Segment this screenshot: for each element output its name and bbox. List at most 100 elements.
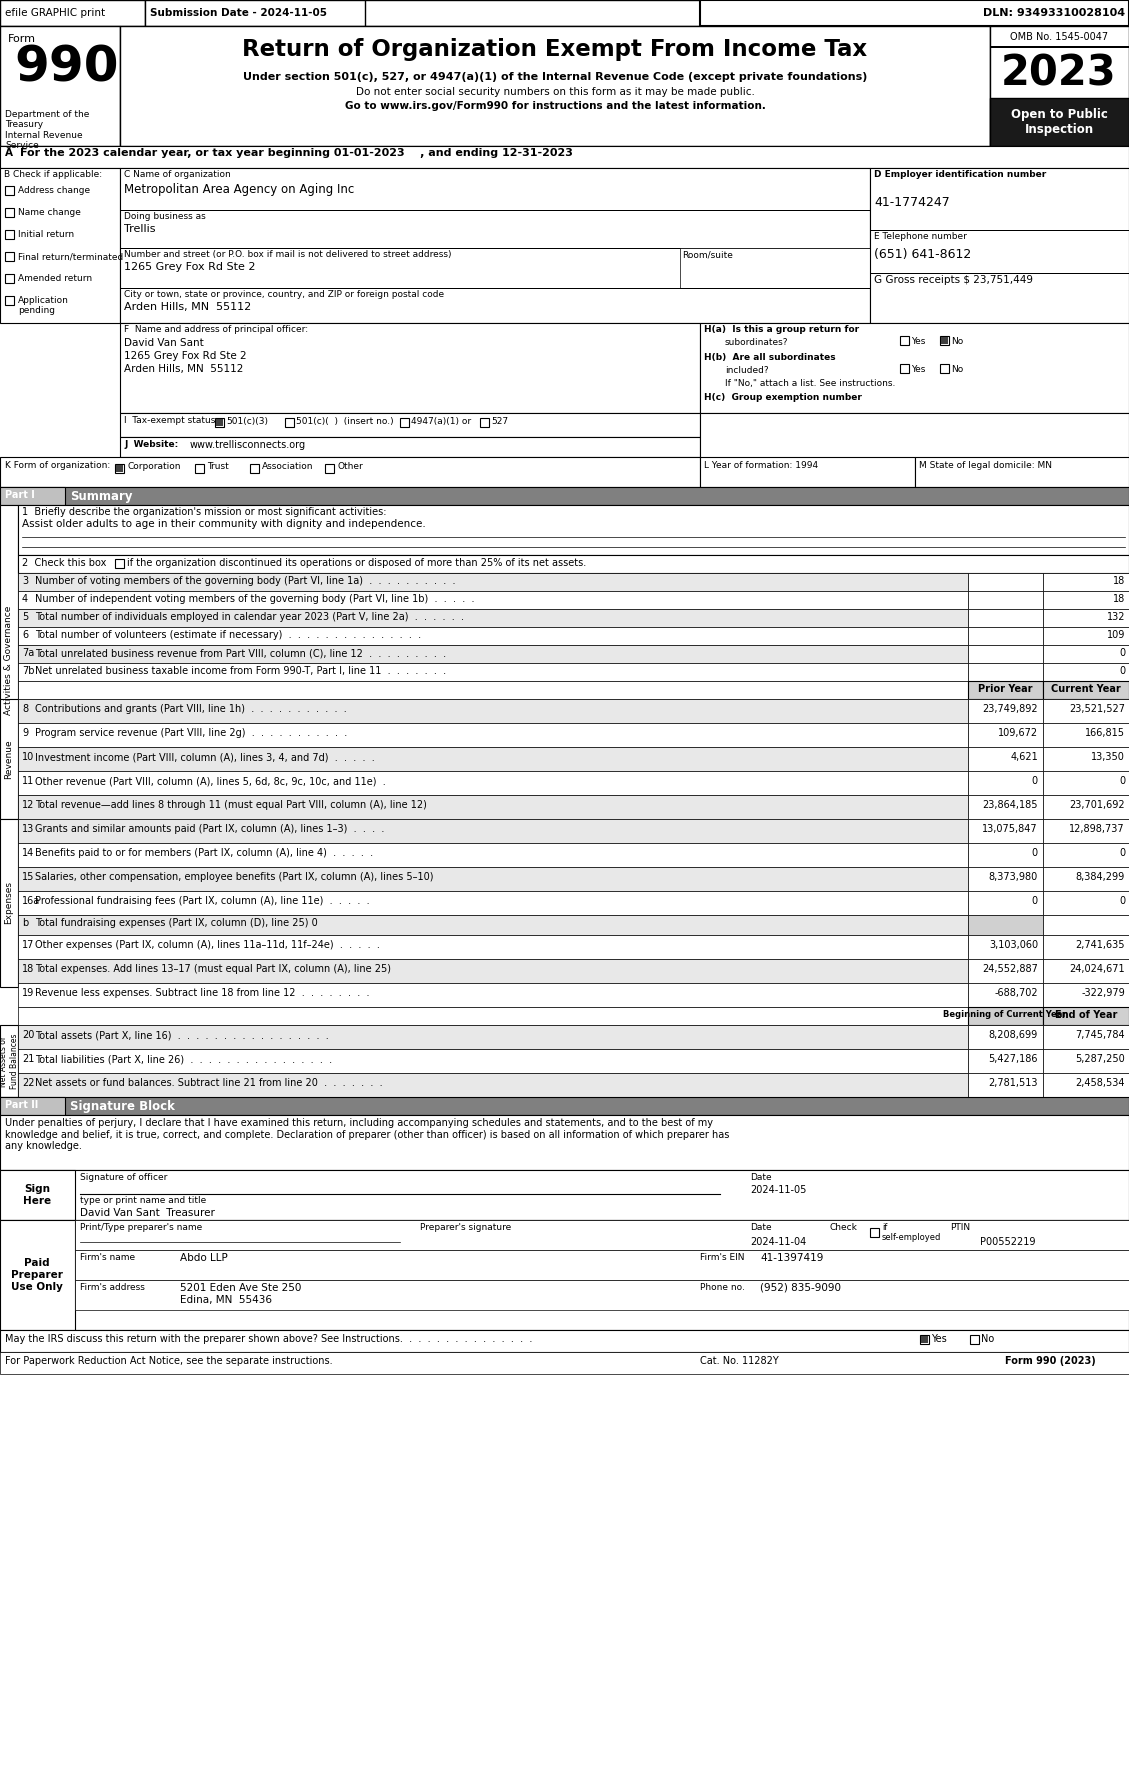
Bar xyxy=(1043,1007,1129,1024)
Bar xyxy=(1043,1024,1129,1049)
Text: 15: 15 xyxy=(21,872,34,881)
Bar xyxy=(0,147,1129,168)
Text: if the organization discontinued its operations or disposed of more than 25% of : if the organization discontinued its ope… xyxy=(126,558,586,569)
Bar xyxy=(968,609,1043,627)
Bar xyxy=(400,419,409,427)
Text: Print/Type preparer's name: Print/Type preparer's name xyxy=(80,1224,202,1233)
Bar xyxy=(0,1024,18,1097)
Text: David Van Sant: David Van Sant xyxy=(124,337,203,348)
Text: 24,552,887: 24,552,887 xyxy=(982,964,1038,975)
Bar xyxy=(18,842,968,867)
Text: Form: Form xyxy=(8,34,36,44)
Text: Beginning of Current Year: Beginning of Current Year xyxy=(943,1010,1067,1019)
Text: 22: 22 xyxy=(21,1077,35,1088)
Bar xyxy=(968,662,1043,682)
Text: 12: 12 xyxy=(21,800,34,811)
Bar xyxy=(0,1097,1129,1114)
Text: 3: 3 xyxy=(21,576,28,586)
Text: Part I: Part I xyxy=(5,489,35,500)
Text: 12,898,737: 12,898,737 xyxy=(1069,825,1124,834)
Text: Revenue: Revenue xyxy=(5,740,14,779)
Text: Go to www.irs.gov/Form990 for instructions and the latest information.: Go to www.irs.gov/Form990 for instructio… xyxy=(344,101,765,111)
Bar xyxy=(18,699,968,722)
Bar xyxy=(1043,645,1129,662)
Text: Net assets or fund balances. Subtract line 21 from line 20  .  .  .  .  .  .  .: Net assets or fund balances. Subtract li… xyxy=(35,1077,383,1088)
Text: Summary: Summary xyxy=(70,489,132,503)
Text: Date: Date xyxy=(750,1173,771,1181)
Bar xyxy=(1043,1074,1129,1097)
Bar xyxy=(116,464,123,472)
Bar xyxy=(968,572,1043,592)
Text: 2  Check this box: 2 Check this box xyxy=(21,558,110,569)
Text: Date: Date xyxy=(750,1224,771,1233)
Bar xyxy=(5,297,14,306)
Text: 166,815: 166,815 xyxy=(1085,728,1124,738)
Bar xyxy=(0,1171,1129,1220)
Bar xyxy=(1043,842,1129,867)
Bar xyxy=(968,984,1043,1007)
Bar xyxy=(914,457,1129,487)
Bar xyxy=(1043,772,1129,795)
Text: 4: 4 xyxy=(21,593,28,604)
Bar xyxy=(1043,572,1129,592)
Bar xyxy=(285,419,294,427)
Bar xyxy=(968,1024,1043,1049)
Bar xyxy=(0,1220,1129,1330)
Text: 527: 527 xyxy=(491,417,508,426)
Bar xyxy=(18,609,968,627)
Text: OMB No. 1545-0047: OMB No. 1545-0047 xyxy=(1010,32,1108,42)
Bar xyxy=(870,168,1129,323)
Text: 0: 0 xyxy=(1032,848,1038,858)
Text: Number and street (or P.O. box if mail is not delivered to street address): Number and street (or P.O. box if mail i… xyxy=(124,251,452,260)
Bar xyxy=(5,230,14,238)
Bar xyxy=(900,364,909,373)
Text: 7,745,784: 7,745,784 xyxy=(1076,1030,1124,1040)
Text: Firm's address: Firm's address xyxy=(80,1284,145,1293)
Text: 8: 8 xyxy=(21,705,28,713)
Bar xyxy=(968,892,1043,915)
Text: Room/suite: Room/suite xyxy=(682,251,733,260)
Text: www.trellisconnects.org: www.trellisconnects.org xyxy=(190,440,306,450)
Text: Expenses: Expenses xyxy=(5,881,14,924)
Text: Assist older adults to age in their community with dignity and independence.: Assist older adults to age in their comm… xyxy=(21,519,426,530)
Bar xyxy=(480,419,489,427)
Text: Number of independent voting members of the governing body (Part VI, line 1b)  .: Number of independent voting members of … xyxy=(35,593,474,604)
Text: Association: Association xyxy=(262,463,314,472)
Text: -688,702: -688,702 xyxy=(995,987,1038,998)
Bar xyxy=(990,97,1129,147)
Bar xyxy=(325,464,334,473)
Text: 18: 18 xyxy=(1113,593,1124,604)
Bar xyxy=(75,1220,1129,1250)
Text: No: No xyxy=(951,366,963,374)
Text: included?: included? xyxy=(725,366,769,374)
Bar xyxy=(968,722,1043,747)
Text: 501(c)(3): 501(c)(3) xyxy=(226,417,268,426)
Text: 109,672: 109,672 xyxy=(998,728,1038,738)
Bar xyxy=(1043,699,1129,722)
Bar xyxy=(18,572,968,592)
Bar xyxy=(940,337,948,344)
Text: 6: 6 xyxy=(21,630,28,639)
Bar xyxy=(900,336,909,344)
Bar xyxy=(968,819,1043,842)
Text: Signature of officer: Signature of officer xyxy=(80,1173,167,1181)
Bar xyxy=(18,984,968,1007)
Text: 23,521,527: 23,521,527 xyxy=(1069,705,1124,713)
Bar xyxy=(1043,609,1129,627)
Bar xyxy=(1043,892,1129,915)
Bar xyxy=(968,959,1043,984)
Text: PTIN: PTIN xyxy=(949,1224,970,1233)
Bar xyxy=(115,464,124,473)
Text: 4,621: 4,621 xyxy=(1010,752,1038,761)
Bar xyxy=(250,464,259,473)
Text: 23,701,692: 23,701,692 xyxy=(1069,800,1124,811)
Bar xyxy=(1043,819,1129,842)
Text: 1  Briefly describe the organization's mission or most significant activities:: 1 Briefly describe the organization's mi… xyxy=(21,507,386,517)
Bar xyxy=(1043,627,1129,645)
Bar xyxy=(18,505,1129,555)
Text: -322,979: -322,979 xyxy=(1082,987,1124,998)
Bar xyxy=(870,1227,879,1236)
Bar xyxy=(18,747,968,772)
Text: Contributions and grants (Part VIII, line 1h)  .  .  .  .  .  .  .  .  .  .  .: Contributions and grants (Part VIII, lin… xyxy=(35,705,347,713)
Text: 1265 Grey Fox Rd Ste 2: 1265 Grey Fox Rd Ste 2 xyxy=(124,351,246,360)
